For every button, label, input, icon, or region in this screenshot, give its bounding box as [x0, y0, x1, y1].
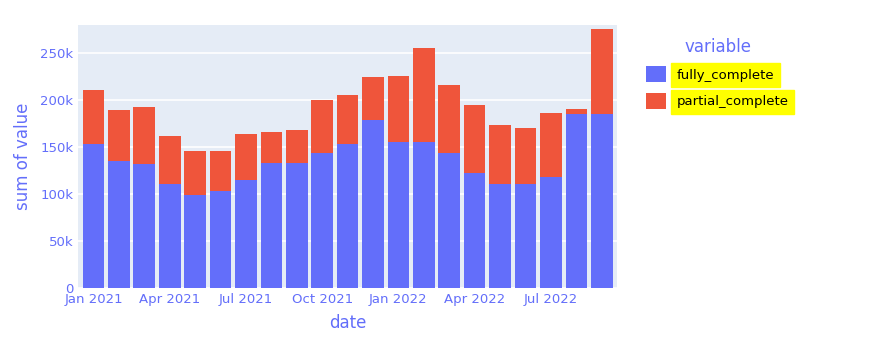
Bar: [388, 76, 409, 142]
Bar: [311, 153, 333, 288]
Bar: [439, 153, 460, 288]
Bar: [464, 173, 486, 288]
Bar: [464, 105, 486, 173]
Bar: [184, 151, 206, 195]
Bar: [566, 114, 587, 288]
Bar: [286, 163, 308, 288]
Bar: [184, 195, 206, 288]
Bar: [286, 130, 308, 163]
Bar: [159, 137, 181, 184]
Bar: [439, 85, 460, 153]
Bar: [514, 128, 536, 184]
Bar: [566, 109, 587, 114]
Bar: [108, 161, 129, 288]
Bar: [541, 177, 561, 288]
Bar: [337, 95, 358, 144]
Bar: [134, 164, 155, 288]
Bar: [413, 142, 434, 288]
Bar: [311, 100, 333, 153]
Bar: [514, 184, 536, 288]
Bar: [489, 184, 511, 288]
Bar: [83, 91, 104, 144]
Bar: [209, 191, 231, 288]
Bar: [388, 142, 409, 288]
Bar: [134, 107, 155, 164]
Bar: [362, 77, 384, 120]
Bar: [235, 180, 256, 288]
Legend: fully_complete, partial_complete: fully_complete, partial_complete: [640, 31, 795, 116]
Y-axis label: sum of value: sum of value: [14, 102, 32, 210]
Bar: [83, 144, 104, 288]
Bar: [489, 125, 511, 184]
Bar: [541, 113, 561, 177]
Bar: [261, 163, 282, 288]
X-axis label: date: date: [328, 314, 367, 332]
Bar: [591, 29, 613, 114]
Bar: [413, 48, 434, 142]
Bar: [209, 151, 231, 191]
Bar: [108, 110, 129, 161]
Bar: [261, 132, 282, 163]
Bar: [362, 120, 384, 288]
Bar: [337, 144, 358, 288]
Bar: [591, 114, 613, 288]
Bar: [235, 134, 256, 180]
Bar: [159, 184, 181, 288]
